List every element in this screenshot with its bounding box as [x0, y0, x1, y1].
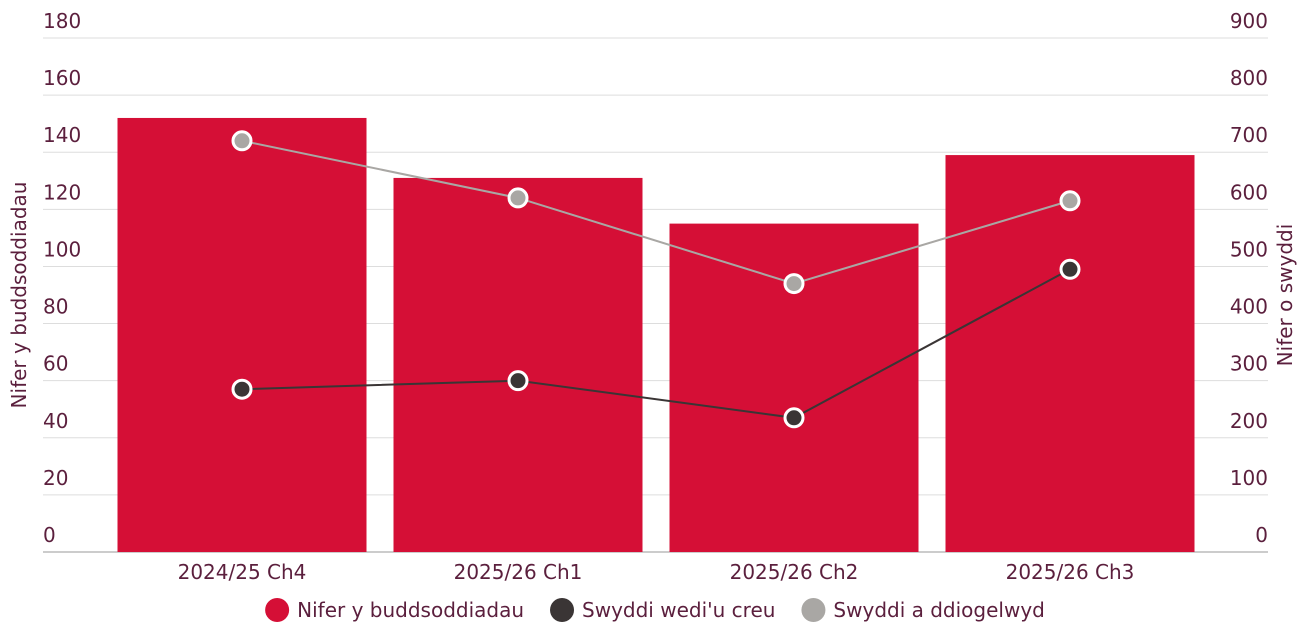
x-tick-label: 2024/25 Ch4: [178, 560, 307, 584]
y-tick-label: 20: [43, 466, 68, 490]
bar: [117, 117, 367, 552]
x-tick-label: 2025/26 Ch3: [1006, 560, 1135, 584]
point: [507, 370, 529, 392]
y2-tick-label: 500: [1230, 237, 1268, 261]
point: [1059, 190, 1081, 212]
point: [231, 378, 253, 400]
legend-marker: [265, 598, 290, 622]
x-tick-label: 2025/26 Ch1: [454, 560, 583, 584]
y2-axis-title: Nifer o swyddi: [1273, 224, 1297, 367]
y2-tick-label: 400: [1230, 295, 1268, 319]
y2-tick-label: 0: [1255, 523, 1268, 547]
x-tick-label: 2025/26 Ch2: [730, 560, 859, 584]
legend-marker: [550, 598, 575, 622]
y2-tick-label: 800: [1230, 66, 1268, 90]
point: [507, 187, 529, 209]
bar: [945, 155, 1195, 553]
legend-marker: [801, 598, 826, 622]
y-tick-label: 180: [43, 9, 81, 33]
legend-label: Swyddi wedi'u creu: [582, 598, 775, 622]
y2-tick-label: 900: [1230, 9, 1268, 33]
y2-tick-label: 700: [1230, 123, 1268, 147]
y2-tick-label: 300: [1230, 352, 1268, 376]
y2-tick-label: 200: [1230, 409, 1268, 433]
point: [1059, 258, 1081, 280]
line: [241, 268, 1071, 419]
legend-label: Nifer y buddsoddiadau: [297, 598, 524, 622]
point: [783, 407, 805, 429]
point: [783, 273, 805, 295]
y-tick-label: 120: [43, 180, 81, 204]
line: [241, 139, 1071, 285]
y-tick-label: 0: [43, 523, 56, 547]
bar: [393, 177, 643, 552]
y-axis-title: Nifer y buddsoddiadau: [7, 182, 31, 409]
y-tick-label: 140: [43, 123, 81, 147]
y-tick-label: 40: [43, 409, 68, 433]
y-tick-label: 80: [43, 295, 68, 319]
y2-tick-label: 100: [1230, 466, 1268, 490]
legend-label: Swyddi a ddiogelwyd: [833, 598, 1044, 622]
bar: [669, 223, 919, 552]
y-tick-label: 160: [43, 66, 81, 90]
y-tick-label: 100: [43, 237, 81, 261]
y2-tick-label: 600: [1230, 180, 1268, 204]
y-tick-label: 60: [43, 352, 68, 376]
legend: Nifer y buddsoddiadau Swyddi wedi'u creu S…: [265, 598, 1045, 622]
point: [231, 130, 253, 152]
